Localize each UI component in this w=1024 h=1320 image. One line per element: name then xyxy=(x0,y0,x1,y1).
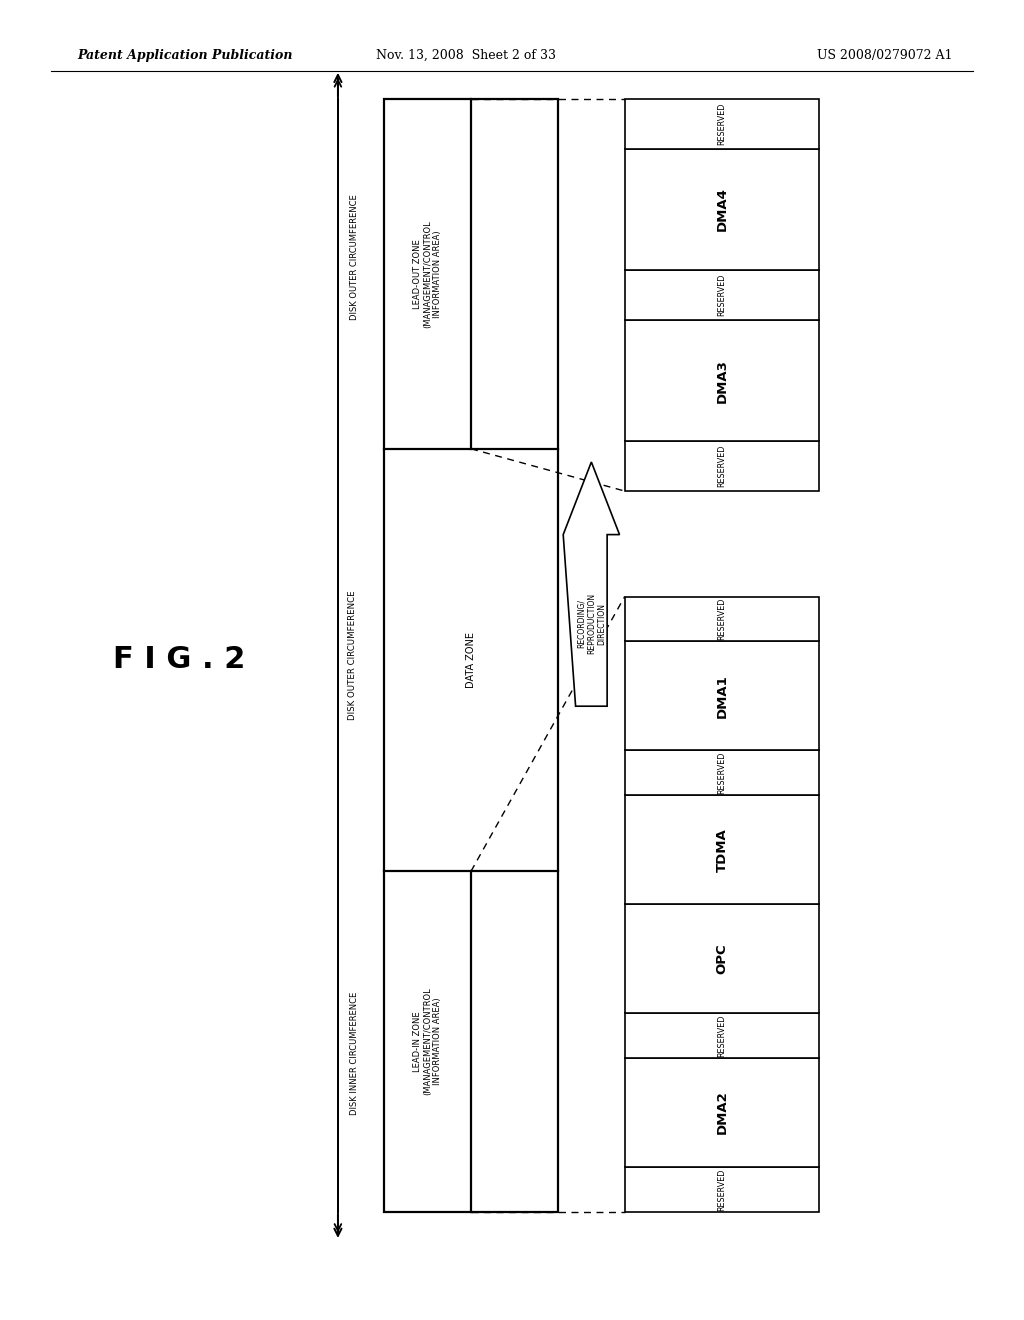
Text: Patent Application Publication: Patent Application Publication xyxy=(77,49,292,62)
Text: OPC: OPC xyxy=(716,944,728,974)
Bar xyxy=(625,149,819,271)
Bar xyxy=(625,750,819,795)
Text: RESERVED: RESERVED xyxy=(718,445,726,487)
Text: RESERVED: RESERVED xyxy=(718,1168,726,1210)
Text: DISK OUTER CIRCUMFERENCE: DISK OUTER CIRCUMFERENCE xyxy=(350,194,359,321)
Bar xyxy=(625,642,819,750)
Bar xyxy=(625,1167,819,1212)
Text: RESERVED: RESERVED xyxy=(718,1015,726,1057)
Bar xyxy=(625,99,819,149)
Text: DISK INNER CIRCUMFERENCE: DISK INNER CIRCUMFERENCE xyxy=(350,991,359,1115)
Text: LEAD-OUT ZONE
(MANAGEMENT/CONTROL
INFORMATION AREA): LEAD-OUT ZONE (MANAGEMENT/CONTROL INFORM… xyxy=(413,220,442,327)
Text: DMA1: DMA1 xyxy=(716,675,728,718)
Text: F I G . 2: F I G . 2 xyxy=(113,645,246,675)
Text: DISK OUTER CIRCUMFERENCE: DISK OUTER CIRCUMFERENCE xyxy=(348,590,357,721)
Text: RESERVED: RESERVED xyxy=(718,598,726,640)
Text: DATA ZONE: DATA ZONE xyxy=(466,632,476,688)
Text: LEAD-IN ZONE
(MANAGEMENT/CONTROL
INFORMATION AREA): LEAD-IN ZONE (MANAGEMENT/CONTROL INFORMA… xyxy=(413,987,442,1096)
Polygon shape xyxy=(563,462,620,706)
Bar xyxy=(625,1014,819,1059)
Bar xyxy=(625,795,819,904)
Bar xyxy=(625,271,819,319)
Bar xyxy=(625,319,819,441)
Text: RECORDING/
REPRODUCTION
DIRECTION: RECORDING/ REPRODUCTION DIRECTION xyxy=(577,593,606,655)
Text: US 2008/0279072 A1: US 2008/0279072 A1 xyxy=(817,49,952,62)
Text: Nov. 13, 2008  Sheet 2 of 33: Nov. 13, 2008 Sheet 2 of 33 xyxy=(376,49,556,62)
Text: RESERVED: RESERVED xyxy=(718,273,726,317)
Bar xyxy=(625,597,819,642)
Text: RESERVED: RESERVED xyxy=(718,751,726,793)
Text: DMA2: DMA2 xyxy=(716,1090,728,1134)
Text: RESERVED: RESERVED xyxy=(718,103,726,145)
Text: DMA4: DMA4 xyxy=(716,187,728,231)
Bar xyxy=(384,99,558,1212)
Bar xyxy=(625,904,819,1014)
Bar xyxy=(625,441,819,491)
Text: TDMA: TDMA xyxy=(716,828,728,871)
Bar xyxy=(625,1059,819,1167)
Text: DMA3: DMA3 xyxy=(716,359,728,403)
